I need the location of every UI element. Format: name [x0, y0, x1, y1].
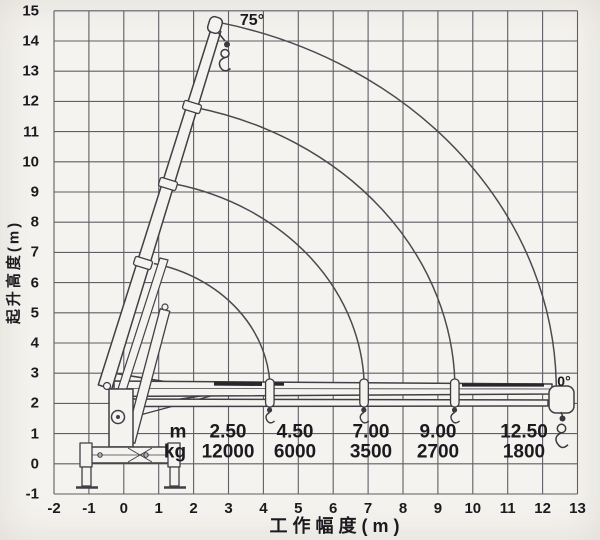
boom-tip-arc — [195, 106, 456, 391]
boom-tip-arc — [153, 262, 271, 391]
load-table-radius-row-label: m — [169, 421, 187, 443]
collar-hook — [264, 378, 276, 424]
x-tick-label: 2 — [189, 500, 198, 517]
crane-drawing — [76, 15, 575, 489]
x-tick-label: 12 — [534, 500, 551, 517]
load-table-radius-value: 12.50 — [500, 421, 548, 443]
y-axis-title: 起升高度(m) — [5, 219, 23, 325]
outrigger-leg-right — [169, 466, 180, 487]
arc-end-collar-hooks — [264, 378, 461, 424]
boom-tip-arc — [174, 183, 366, 391]
hook-75deg-tip — [217, 32, 231, 72]
grid — [53, 10, 579, 495]
boom-pivot-pin — [102, 381, 112, 391]
load-table-capacity-row-label: kg — [163, 441, 187, 463]
y-tick-label: 5 — [30, 304, 39, 322]
load-table-capacity-value: 6000 — [273, 441, 317, 463]
boom-head-0deg — [548, 385, 575, 414]
y-tick-label: 4 — [30, 334, 39, 352]
y-tick-label: -1 — [25, 485, 39, 503]
y-tick-label: 8 — [30, 213, 39, 231]
y-tick-label: 10 — [22, 153, 39, 171]
collar-hook — [449, 378, 461, 424]
x-tick-label: 0 — [119, 500, 128, 517]
y-tick-label: 15 — [22, 2, 39, 20]
x-tick-label: 13 — [569, 500, 586, 517]
x-tick-label: -2 — [47, 500, 61, 517]
y-tick-label: 1 — [30, 425, 39, 443]
x-axis-title: 工作幅度(m) — [269, 516, 405, 536]
x-tick-label: 5 — [294, 500, 303, 517]
x-tick-label: 1 — [154, 500, 163, 517]
load-table-radius-value: 2.50 — [209, 421, 247, 443]
collar-hook — [359, 378, 370, 424]
x-tick-label: -1 — [82, 500, 96, 517]
load-table-capacity-value: 3500 — [349, 441, 393, 463]
y-tick-label: 7 — [30, 243, 39, 261]
x-tick-label: 9 — [433, 500, 443, 517]
y-tick-label: 9 — [30, 183, 39, 201]
load-table-radius-value: 4.50 — [276, 421, 314, 443]
y-tick-label: 14 — [22, 32, 39, 50]
load-table-radius-value: 9.00 — [419, 421, 457, 443]
boom-tip-arc — [217, 21, 558, 391]
outrigger-leg-left — [81, 466, 92, 487]
boom-collar — [157, 176, 179, 192]
x-tick-label: 11 — [499, 500, 516, 517]
y-tick-label: 12 — [22, 92, 39, 110]
y-tick-label: 13 — [22, 62, 39, 80]
load-table-capacity-value: 1800 — [502, 441, 546, 463]
x-tick-label: 4 — [259, 500, 268, 517]
y-tick-label: 11 — [23, 123, 39, 141]
y-tick-label: 3 — [30, 364, 39, 382]
boom-horizontal-lower — [113, 398, 549, 408]
hook-0deg-tip — [555, 411, 569, 449]
boom-tip-arcs — [153, 21, 558, 391]
x-tick-label: 7 — [363, 500, 373, 517]
load-table-capacity-value: 12000 — [201, 441, 255, 463]
y-tick-label: 0 — [30, 455, 39, 473]
boom-min-angle-label: 0° — [557, 373, 571, 389]
x-tick-label: 3 — [224, 500, 233, 517]
boom-head-75deg — [206, 15, 224, 35]
boom-collar — [181, 99, 203, 115]
cylinder-pin — [161, 303, 169, 311]
y-tick-label: 2 — [30, 394, 39, 412]
outrigger-housing-left — [79, 442, 93, 468]
x-tick-label: 8 — [398, 500, 408, 517]
x-tick-label: 10 — [464, 500, 482, 517]
boom-max-angle-label: 75° — [239, 12, 265, 29]
boom-collar — [132, 255, 154, 271]
hooks — [217, 32, 569, 449]
load-table-radius-value: 7.00 — [352, 421, 390, 443]
x-tick-label: 6 — [329, 500, 338, 517]
y-tick-label: 6 — [30, 274, 39, 292]
load-table-capacity-value: 2700 — [416, 441, 460, 463]
